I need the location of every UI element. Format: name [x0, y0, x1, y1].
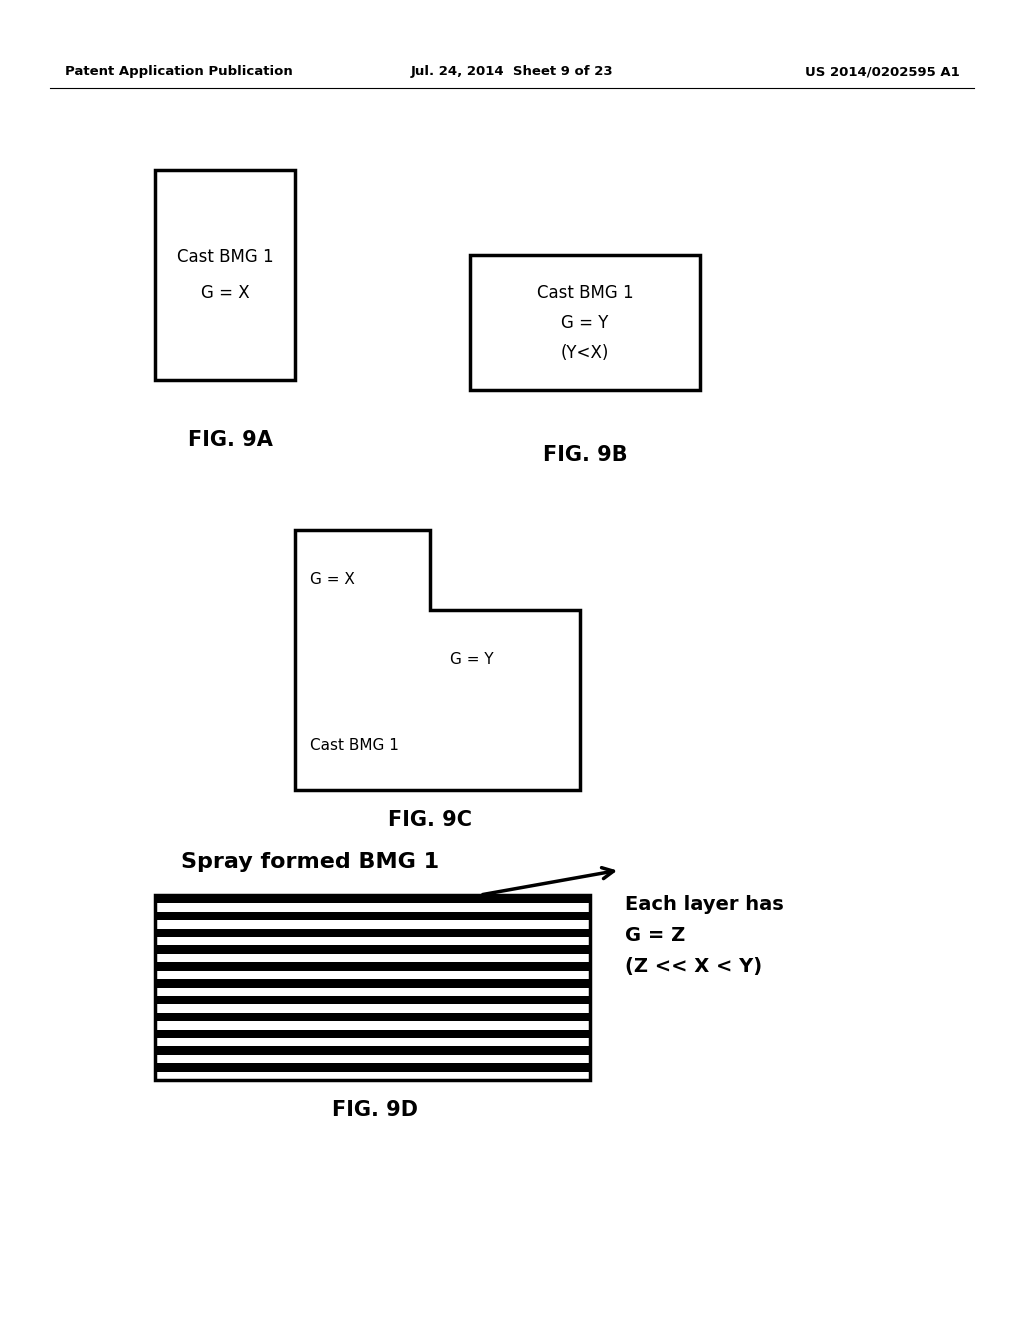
Bar	[155, 962, 590, 970]
Text: G = X: G = X	[201, 284, 249, 302]
Bar	[155, 995, 590, 1005]
Bar	[155, 929, 590, 937]
Text: US 2014/0202595 A1: US 2014/0202595 A1	[805, 66, 961, 78]
Bar	[155, 1012, 590, 1022]
Bar	[470, 255, 700, 389]
Bar	[155, 970, 590, 979]
Bar	[155, 1022, 590, 1030]
Bar	[155, 1063, 590, 1072]
Bar	[155, 895, 590, 1080]
Text: Spray formed BMG 1: Spray formed BMG 1	[181, 851, 439, 873]
Bar	[155, 170, 295, 380]
Bar	[155, 954, 590, 962]
Bar	[155, 987, 590, 995]
Text: G = X: G = X	[310, 573, 355, 587]
Text: G = Y: G = Y	[561, 314, 608, 331]
Text: FIG. 9B: FIG. 9B	[543, 445, 628, 465]
Text: G = Y: G = Y	[450, 652, 494, 668]
Text: (Y<X): (Y<X)	[561, 343, 609, 362]
Bar	[155, 912, 590, 920]
Text: FIG. 9C: FIG. 9C	[388, 810, 472, 830]
Bar	[155, 1072, 590, 1080]
Bar	[155, 903, 590, 912]
Bar	[155, 1030, 590, 1038]
Bar	[155, 937, 590, 945]
Text: Each layer has
G = Z
(Z << X < Y): Each layer has G = Z (Z << X < Y)	[625, 895, 783, 975]
Bar	[155, 1038, 590, 1047]
Bar	[155, 895, 590, 903]
Bar	[155, 1047, 590, 1055]
Text: Cast BMG 1: Cast BMG 1	[537, 284, 633, 301]
Text: Jul. 24, 2014  Sheet 9 of 23: Jul. 24, 2014 Sheet 9 of 23	[411, 66, 613, 78]
Text: Cast BMG 1: Cast BMG 1	[177, 248, 273, 267]
Bar	[155, 945, 590, 954]
Text: FIG. 9D: FIG. 9D	[332, 1100, 418, 1119]
Bar	[155, 979, 590, 987]
Bar	[155, 1055, 590, 1063]
Bar	[155, 920, 590, 929]
Bar	[155, 1005, 590, 1012]
Text: Cast BMG 1: Cast BMG 1	[310, 738, 399, 752]
Polygon shape	[295, 531, 580, 789]
Text: FIG. 9A: FIG. 9A	[187, 430, 272, 450]
Text: Patent Application Publication: Patent Application Publication	[65, 66, 293, 78]
